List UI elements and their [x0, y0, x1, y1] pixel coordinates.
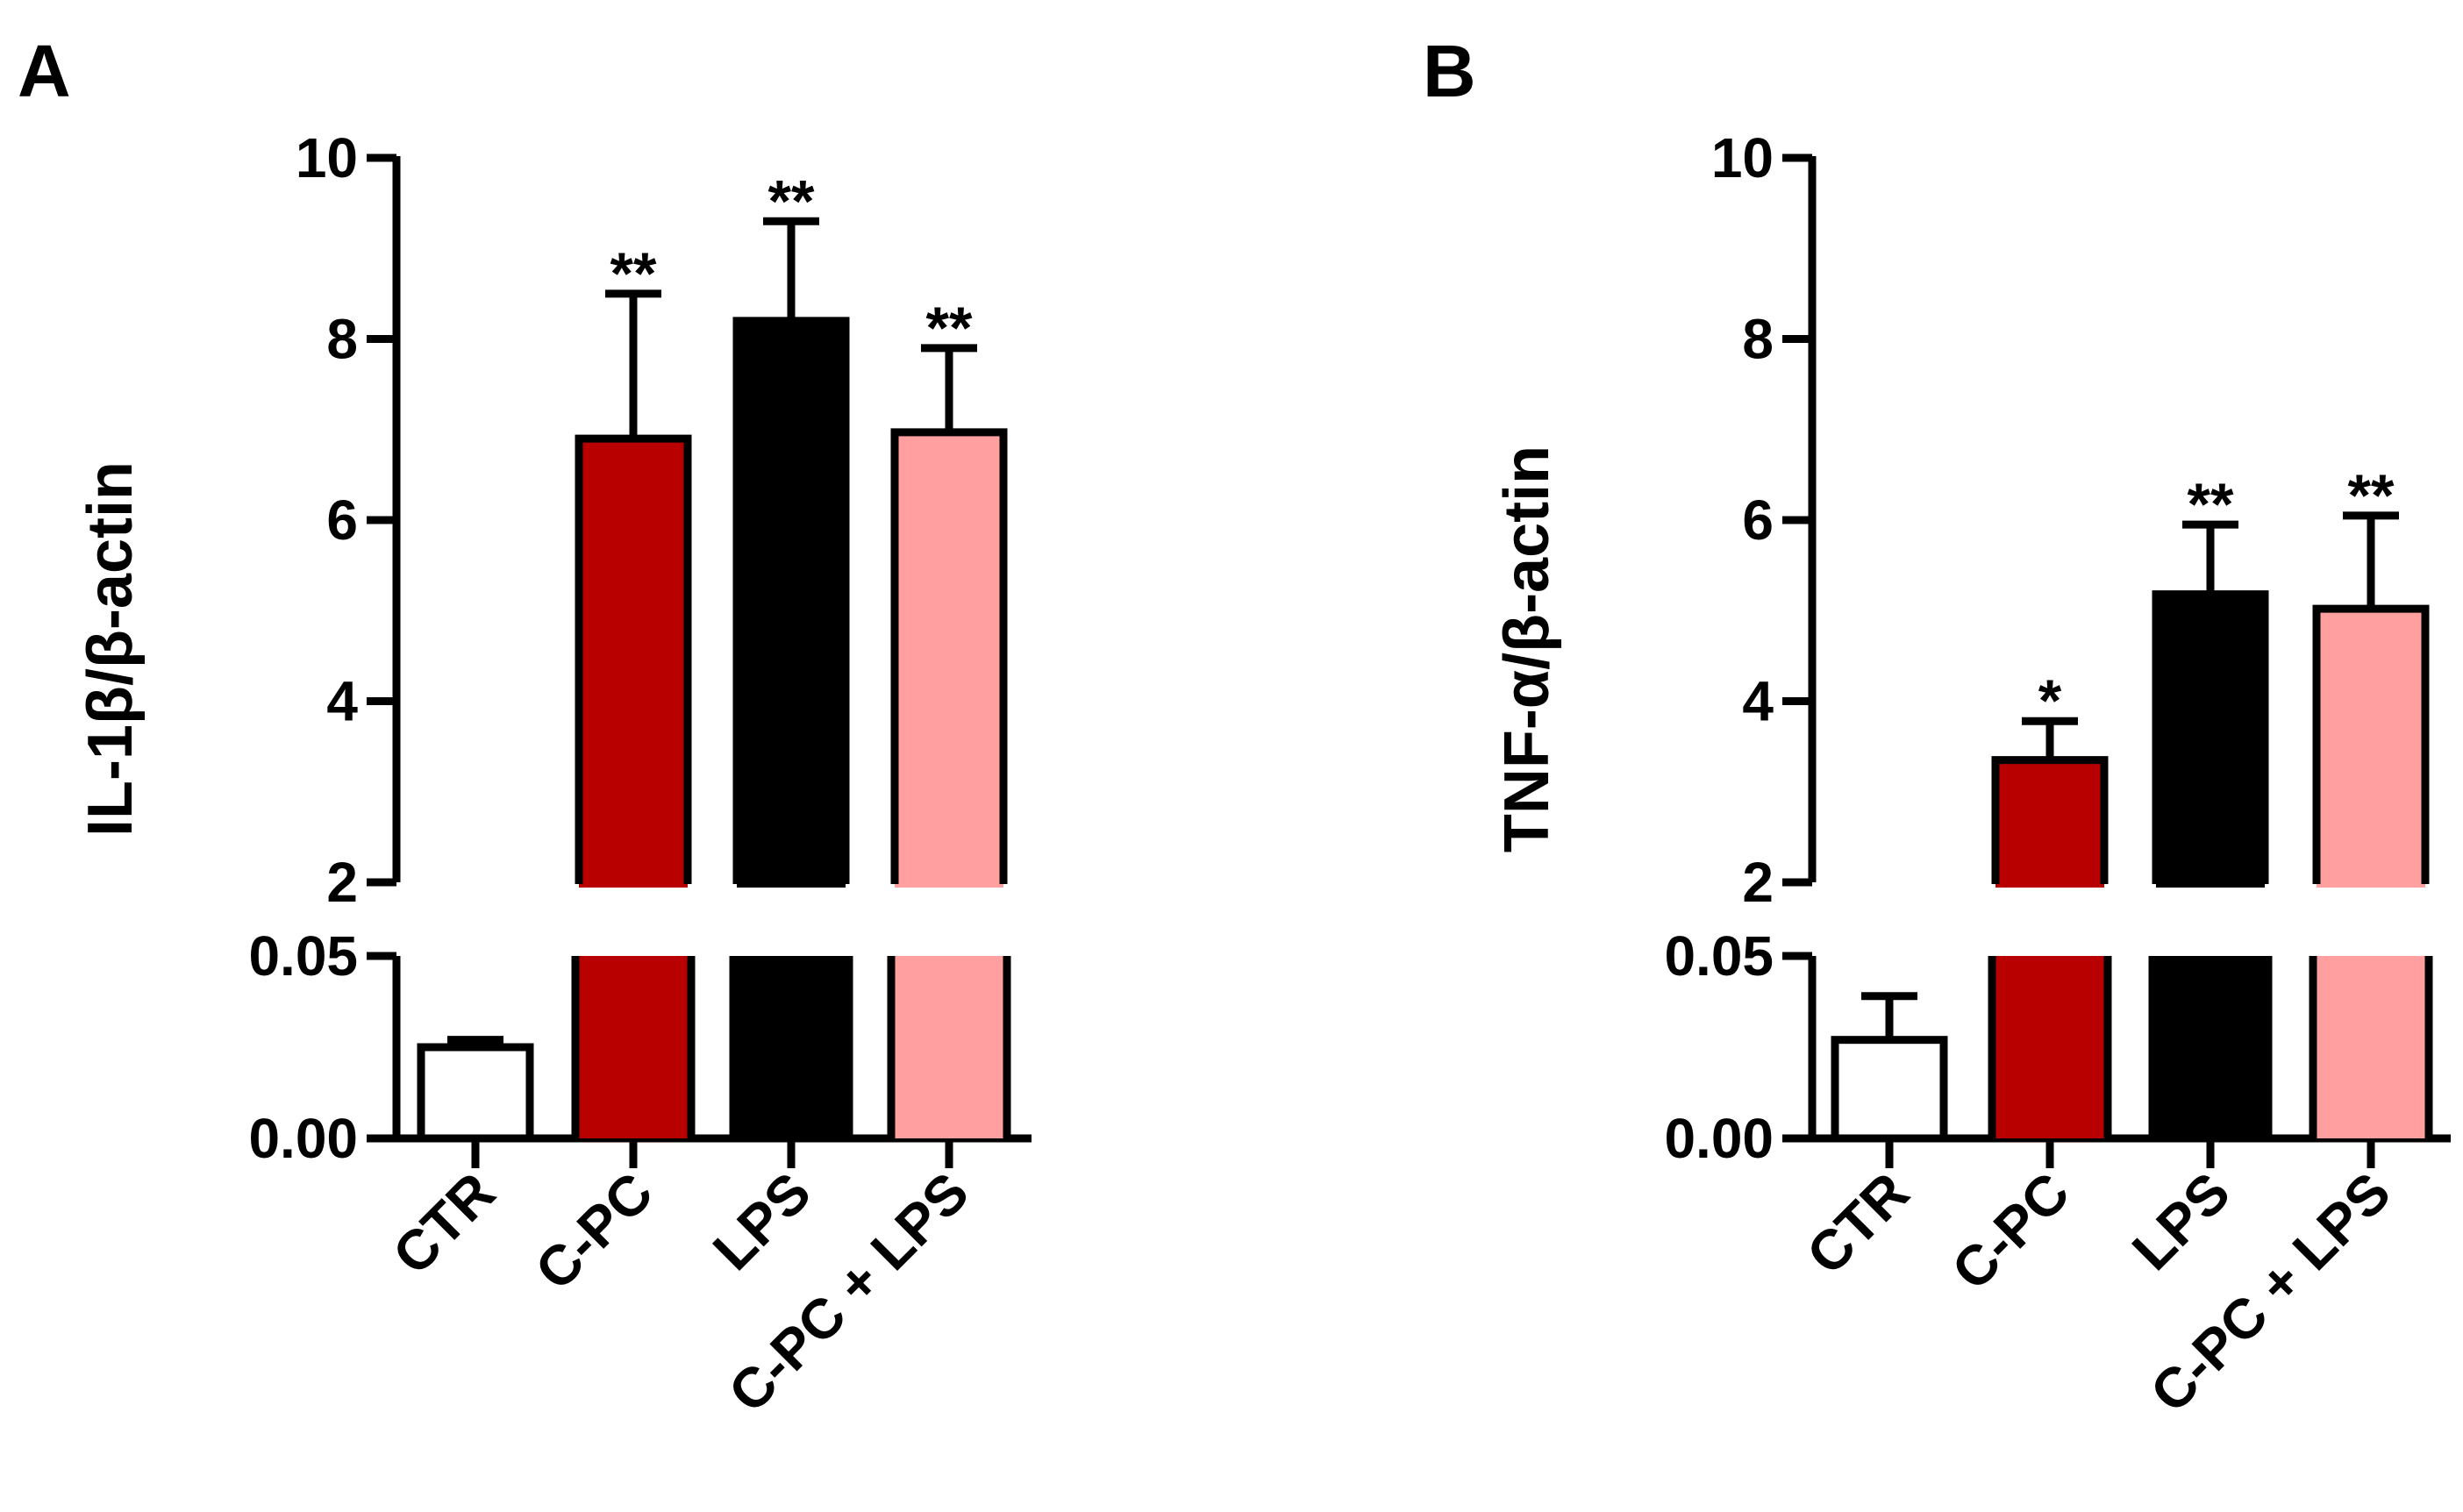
bar-ctr — [417, 1043, 534, 1143]
y-tick-label: 8 — [326, 308, 358, 371]
bar-lower-part — [575, 956, 691, 1138]
y-axis-label: IL-1β/β-actin — [75, 461, 146, 837]
bar-outline — [890, 428, 1008, 884]
panel-b-letter: B — [1423, 30, 1476, 112]
y-tick-label: 2 — [1742, 851, 1774, 914]
panel-b-chart: B 2 4 6 8 10 0.00 0.05 TNF-α/β-actin CTR * C-PC ** L… — [1423, 30, 2451, 1424]
bar-upper-part — [579, 439, 688, 888]
significance-marker: ** — [2348, 462, 2395, 529]
y-tick-label: 4 — [1742, 670, 1774, 733]
y-tick-label: 0.05 — [1664, 924, 1774, 988]
x-tick-label: LPS — [2120, 1160, 2242, 1282]
bar-lower-part — [733, 956, 849, 1138]
panel-a-letter: A — [18, 30, 71, 112]
y-tick-label: 0.00 — [1664, 1107, 1774, 1170]
bar-upper-part — [1995, 760, 2104, 888]
bar-upper-part — [2156, 594, 2265, 888]
bar-lower-part — [1992, 956, 2108, 1138]
bar-upper-part — [895, 431, 1003, 888]
significance-marker: ** — [926, 295, 973, 361]
x-tick-label: C-PC — [1939, 1160, 2081, 1302]
x-tick-label: LPS — [701, 1160, 823, 1282]
y-tick-label: 10 — [296, 126, 358, 189]
y-tick-label: 8 — [1742, 308, 1774, 371]
bar-ctr — [1831, 1036, 1948, 1143]
bar-lower-part — [891, 956, 1007, 1138]
y-tick-label: 6 — [326, 489, 358, 552]
y-tick-label: 6 — [1742, 489, 1774, 552]
y-tick-label: 0.00 — [248, 1107, 358, 1170]
y-tick-label: 10 — [1711, 126, 1774, 189]
x-tick-label: CTR — [1795, 1160, 1921, 1287]
bar-lower-part — [2152, 956, 2268, 1138]
y-tick-label: 4 — [326, 670, 358, 733]
x-tick-label: CTR — [381, 1160, 507, 1287]
panel-a-chart: A 2 4 6 8 10 0.00 0.05 IL-1β/β-actin CTR ** C-PC **… — [18, 30, 1032, 1424]
significance-marker: ** — [2188, 471, 2234, 538]
y-tick-label: 0.05 — [248, 924, 358, 988]
significance-marker: ** — [768, 168, 815, 234]
bar-upper-part — [2317, 609, 2425, 888]
bar-lower-part — [2313, 956, 2429, 1138]
significance-marker: * — [2038, 667, 2062, 734]
y-tick-label: 2 — [326, 851, 358, 914]
x-tick-label: C-PC — [523, 1160, 665, 1302]
bar-upper-part — [737, 320, 846, 888]
y-axis-label: TNF-α/β-actin — [1492, 446, 1562, 852]
significance-marker: ** — [610, 240, 657, 307]
